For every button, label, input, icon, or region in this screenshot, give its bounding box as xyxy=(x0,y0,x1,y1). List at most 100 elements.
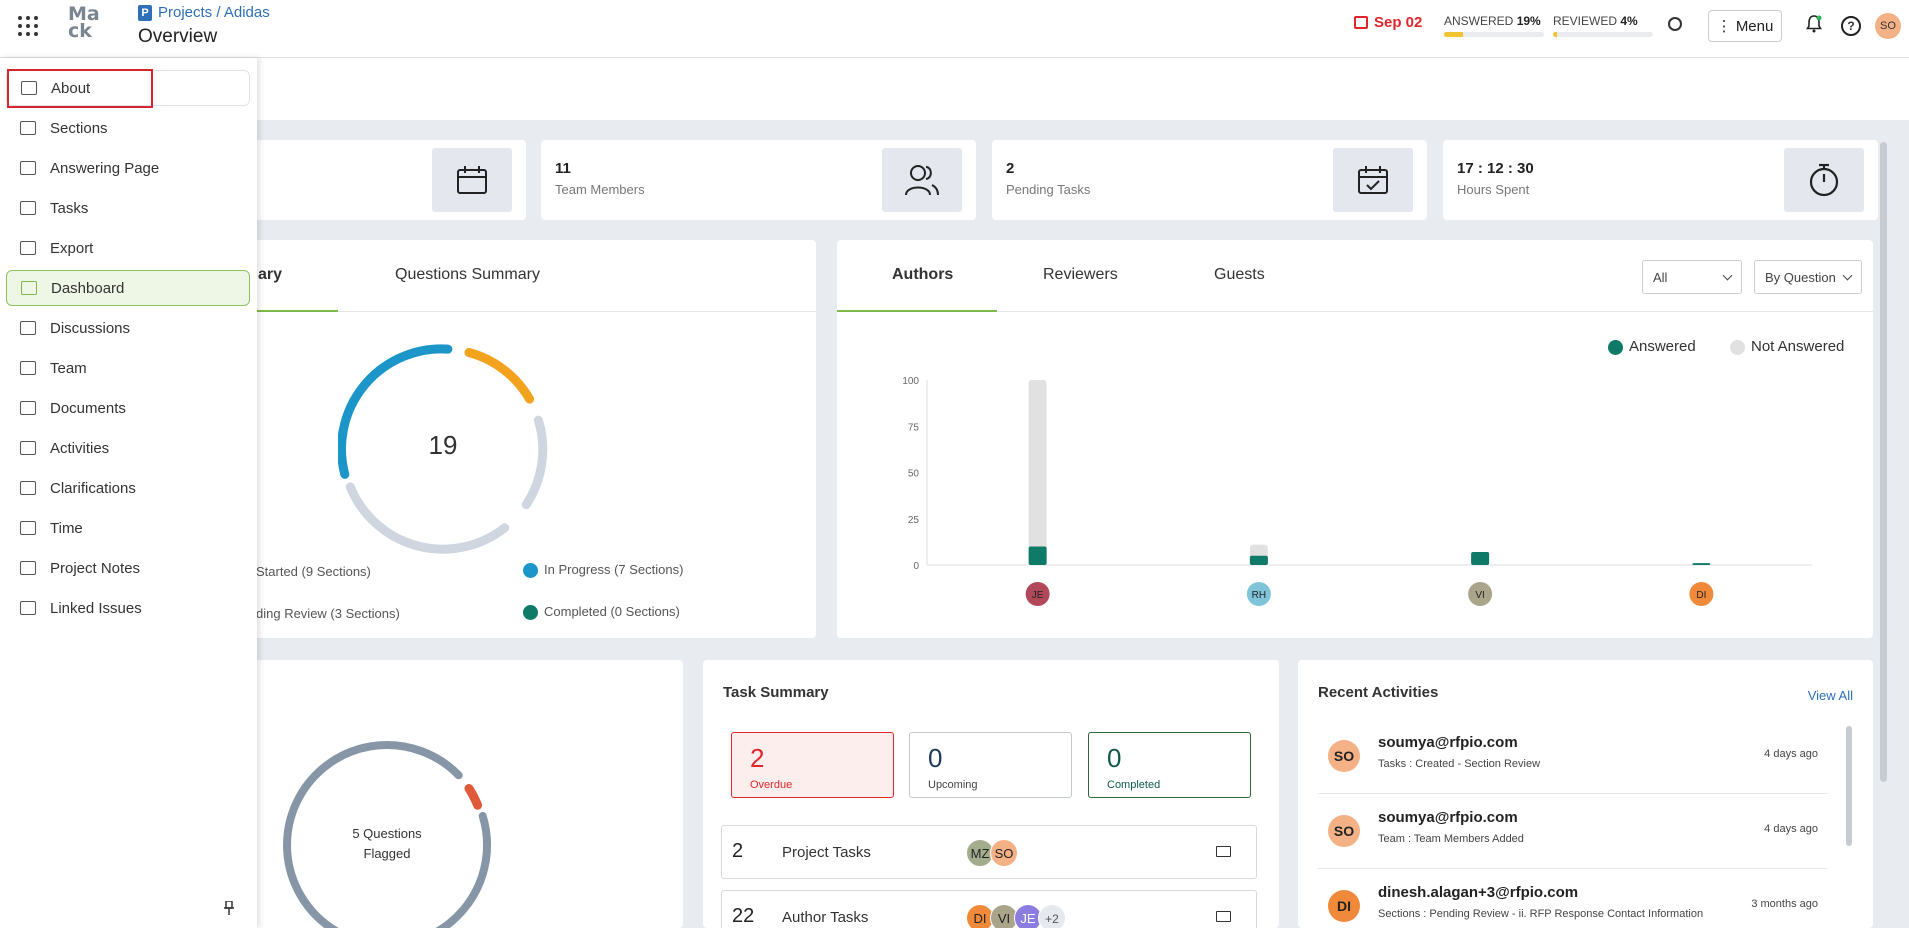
author-avatar xyxy=(1025,582,1050,606)
help-icon[interactable]: ? xyxy=(1841,16,1861,36)
avatar: SO xyxy=(1328,815,1360,847)
tab-reviewers[interactable]: Reviewers xyxy=(1043,266,1118,283)
answered-label: ANSWERED xyxy=(1444,14,1514,28)
activities-scrollbar[interactable] xyxy=(1846,726,1852,846)
menu-button[interactable]: ⋮ Menu xyxy=(1708,10,1782,42)
active-tab-indicator xyxy=(220,310,338,312)
legend-pending-review: ding Review (3 Sections) xyxy=(256,606,400,621)
avatar: DI xyxy=(1328,890,1360,922)
upcoming-count: 0 xyxy=(928,743,943,773)
upcoming-box[interactable]: 0 Upcoming xyxy=(909,732,1072,798)
donut-segment-questions xyxy=(283,741,491,928)
tab-authors[interactable]: Authors xyxy=(892,266,954,283)
author-avatar xyxy=(1468,582,1493,606)
timer-icon-box xyxy=(1784,148,1864,212)
reviewed-progress-bar xyxy=(1553,32,1653,37)
flagged-donut-chart xyxy=(283,741,491,928)
page-title: Overview xyxy=(138,26,218,47)
author-avatar xyxy=(1689,582,1714,606)
sidebar-item-export[interactable]: Export xyxy=(6,230,250,266)
timer-icon xyxy=(1809,163,1839,197)
authors-bar-chart: 0 25 50 75 100 JE RH VI DI xyxy=(902,376,1812,606)
task-row-label: Author Tasks xyxy=(782,909,869,926)
legend-dot-icon xyxy=(523,605,538,621)
legend-not-answered: Not Answered xyxy=(1730,338,1844,355)
briefcase-icon xyxy=(21,81,37,95)
sidebar-item-label: Dashboard xyxy=(51,279,125,297)
sidebar-item-sections[interactable]: Sections xyxy=(6,110,250,146)
avatar: JE xyxy=(1014,904,1042,928)
tab-summary[interactable]: ary xyxy=(258,266,283,283)
bell-icon[interactable] xyxy=(1806,15,1822,33)
task-row-author[interactable]: 22 Author Tasks DI VI JE +2 xyxy=(721,890,1257,928)
sidebar-item-clarifications[interactable]: Clarifications xyxy=(6,470,250,506)
hours-spent-label: Hours Spent xyxy=(1457,182,1530,197)
task-summary-card: Task Summary 2 Overdue 0 Upcoming 0 Comp… xyxy=(703,660,1279,928)
sidebar-item-team[interactable]: Team xyxy=(6,350,250,386)
activity-item[interactable]: SO soumya@rfpio.com Team : Team Members … xyxy=(1318,795,1828,869)
page-scrollbar[interactable] xyxy=(1880,142,1887,782)
breadcrumb[interactable]: P Projects / Adidas xyxy=(138,4,270,21)
answered-stat: ANSWERED 19% xyxy=(1444,14,1544,37)
sidebar-item-label: Project Notes xyxy=(50,559,141,577)
legend-not-answered-label: Not Answered xyxy=(1751,338,1845,355)
stopwatch-icon xyxy=(20,521,36,535)
sub-header xyxy=(0,58,1909,120)
sidebar-item-time[interactable]: Time xyxy=(6,510,250,546)
mail-icon[interactable] xyxy=(1216,846,1231,857)
overdue-box[interactable]: 2 Overdue xyxy=(731,732,894,798)
author-avatar xyxy=(1246,582,1271,606)
task-row-project[interactable]: 2 Project Tasks MZ SO xyxy=(721,825,1257,879)
sidebar-item-project-notes[interactable]: Project Notes xyxy=(6,550,250,586)
x-tick-label: VI xyxy=(1475,590,1484,601)
legend-dot-icon xyxy=(1608,339,1623,355)
sidebar-item-dashboard[interactable]: Dashboard xyxy=(6,270,250,306)
users-icon xyxy=(20,361,36,375)
flagged-center-text: 5 Questions Flagged xyxy=(317,824,457,864)
pending-tasks-card: 2 Pending Tasks xyxy=(992,140,1427,220)
legend-answered-label: Answered xyxy=(1629,338,1696,355)
menu-label: Menu xyxy=(1735,17,1774,35)
focus-highlight xyxy=(7,69,153,108)
page-icon xyxy=(20,161,36,175)
activity-item[interactable]: SO soumya@rfpio.com Tasks : Created - Se… xyxy=(1318,720,1828,794)
sidebar-item-answering-page[interactable]: Answering Page xyxy=(6,150,250,186)
stopwatch-icon[interactable] xyxy=(1668,17,1682,31)
bar-answered xyxy=(1028,546,1047,565)
pin-icon[interactable] xyxy=(224,901,234,915)
sidebar-item-label: Clarifications xyxy=(50,479,136,497)
list-icon xyxy=(20,121,36,135)
filter-select-by-question[interactable]: By Question xyxy=(1754,260,1862,294)
sidebar-item-activities[interactable]: Activities xyxy=(6,430,250,466)
bar-not-answered xyxy=(1028,380,1047,565)
mail-icon[interactable] xyxy=(1216,911,1231,922)
upcoming-label: Upcoming xyxy=(928,779,978,791)
sidebar-item-linked-issues[interactable]: Linked Issues xyxy=(6,590,250,626)
sections-donut-chart xyxy=(338,344,548,554)
sidebar-item-tasks[interactable]: Tasks xyxy=(6,190,250,226)
apps-grid-icon[interactable] xyxy=(16,14,40,38)
breadcrumb-text[interactable]: Projects / Adidas xyxy=(158,4,270,21)
sidebar-item-label: Sections xyxy=(50,119,108,137)
recent-activities-card: Recent Activities View All SO soumya@rfp… xyxy=(1298,660,1873,928)
completed-box[interactable]: 0 Completed xyxy=(1088,732,1251,798)
team-members-card: 11 Team Members xyxy=(541,140,976,220)
task-row-label: Project Tasks xyxy=(782,844,871,861)
calendar-icon xyxy=(457,166,487,194)
tab-questions-summary[interactable]: Questions Summary xyxy=(395,266,540,283)
calendar-icon xyxy=(1354,16,1368,29)
tab-guests[interactable]: Guests xyxy=(1214,266,1265,283)
sidebar-item-documents[interactable]: Documents xyxy=(6,390,250,426)
y-tick-label: 75 xyxy=(908,422,920,433)
overdue-label: Overdue xyxy=(750,779,793,791)
sidebar-item-label: Documents xyxy=(50,399,126,417)
filter-select-all[interactable]: All xyxy=(1642,260,1742,294)
sidebar-item-discussions[interactable]: Discussions xyxy=(6,310,250,346)
app-logo[interactable]: Ma ck xyxy=(68,3,100,42)
user-avatar[interactable]: SO xyxy=(1875,13,1901,39)
legend-not-started-label: Started (9 Sections) xyxy=(256,564,371,579)
more-avatars-badge[interactable]: +2 xyxy=(1038,904,1066,928)
legend-dot-icon xyxy=(1730,339,1745,355)
activity-item[interactable]: DI dinesh.alagan+3@rfpio.com Sections : … xyxy=(1318,870,1828,928)
view-all-link[interactable]: View All xyxy=(1807,688,1853,703)
